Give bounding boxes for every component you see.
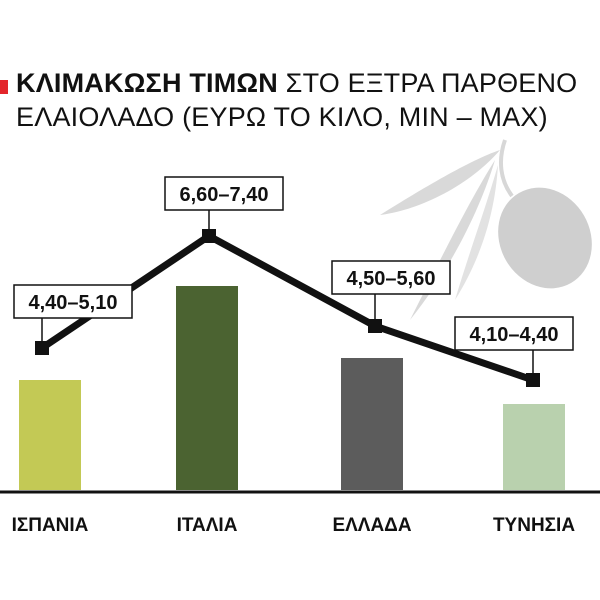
chart-title-rest: ΣΤΟ ΕΞΤΡΑ ΠΑΡΘΕΝΟ [277, 68, 578, 98]
range-label: 4,10–4,40 [470, 324, 559, 346]
range-label-box [331, 260, 451, 295]
bar-3 [341, 358, 403, 490]
bar-2 [176, 286, 238, 490]
price-marker [202, 229, 216, 243]
range-label: 4,50–5,60 [347, 268, 436, 290]
price-marker [35, 341, 49, 355]
range-label: 6,60–7,40 [180, 184, 269, 206]
range-label-box [454, 316, 574, 351]
category-label: ΤΥΝΗΣΙΑ [493, 515, 575, 536]
bar-4 [503, 404, 565, 490]
category-label: ΙΣΠΑΝΙΑ [12, 515, 89, 536]
category-label: ΙΤΑΛΙΑ [177, 515, 238, 536]
category-label: ΕΛΛΑΔΑ [332, 515, 411, 536]
bar-1 [19, 380, 81, 490]
range-label-box [13, 284, 133, 319]
chart-title: ΚΛΙΜΑΚΩΣΗ ΤΙΜΩΝ ΣΤΟ ΕΞΤΡΑ ΠΑΡΘΕΝΟ [16, 68, 577, 99]
title-accent-bar [0, 80, 8, 94]
range-label: 4,40–5,10 [29, 292, 118, 314]
price-marker [526, 373, 540, 387]
price-marker [368, 319, 382, 333]
range-label-box [164, 176, 284, 211]
chart-title-bold: ΚΛΙΜΑΚΩΣΗ ΤΙΜΩΝ [16, 68, 278, 98]
chart-subtitle: ΕΛΑΙΟΛΑΔΟ (ΕΥΡΩ ΤΟ ΚΙΛΟ, MIN – MAX) [16, 102, 548, 132]
